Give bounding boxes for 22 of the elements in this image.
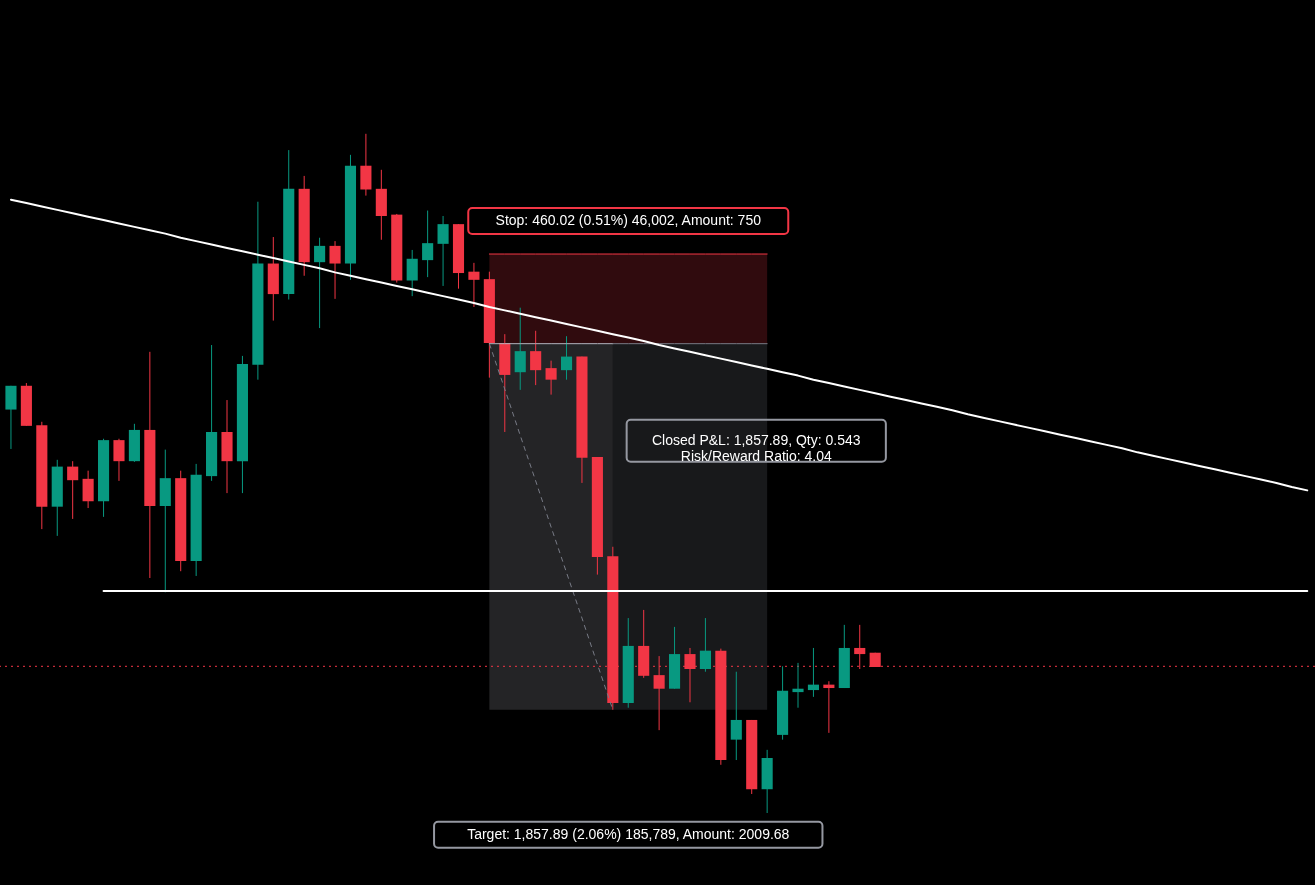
text: Target: 1,857.89 (2.06%) 185,789, Amount: 2009.68 — [467, 825, 790, 842]
candlestick — [545, 360, 557, 396]
candlestick — [530, 330, 542, 386]
candlestick — [699, 617, 711, 673]
candlestick — [807, 647, 819, 698]
candlestick — [730, 671, 742, 761]
candlestick — [113, 438, 125, 482]
annotation: Closed P&L: 1,857.89, Qty: 0.543 Risk/Reward Ratio: 4.04 — [651, 431, 861, 464]
candlestick — [468, 262, 480, 308]
candlestick — [67, 460, 79, 520]
candlestick — [5, 385, 17, 450]
annotation: Stop: 460.02 (0.51%) 46,002, Amount: 750 — [495, 212, 762, 229]
candlestick — [314, 237, 326, 329]
candlestick — [437, 215, 449, 287]
candlestick — [329, 240, 341, 300]
candlestick — [360, 133, 372, 197]
candlestick — [422, 210, 434, 278]
candlestick — [82, 470, 94, 509]
candlestick — [514, 307, 526, 391]
candlestick — [560, 335, 573, 381]
candlestick — [792, 662, 804, 709]
candlestick — [406, 249, 418, 297]
